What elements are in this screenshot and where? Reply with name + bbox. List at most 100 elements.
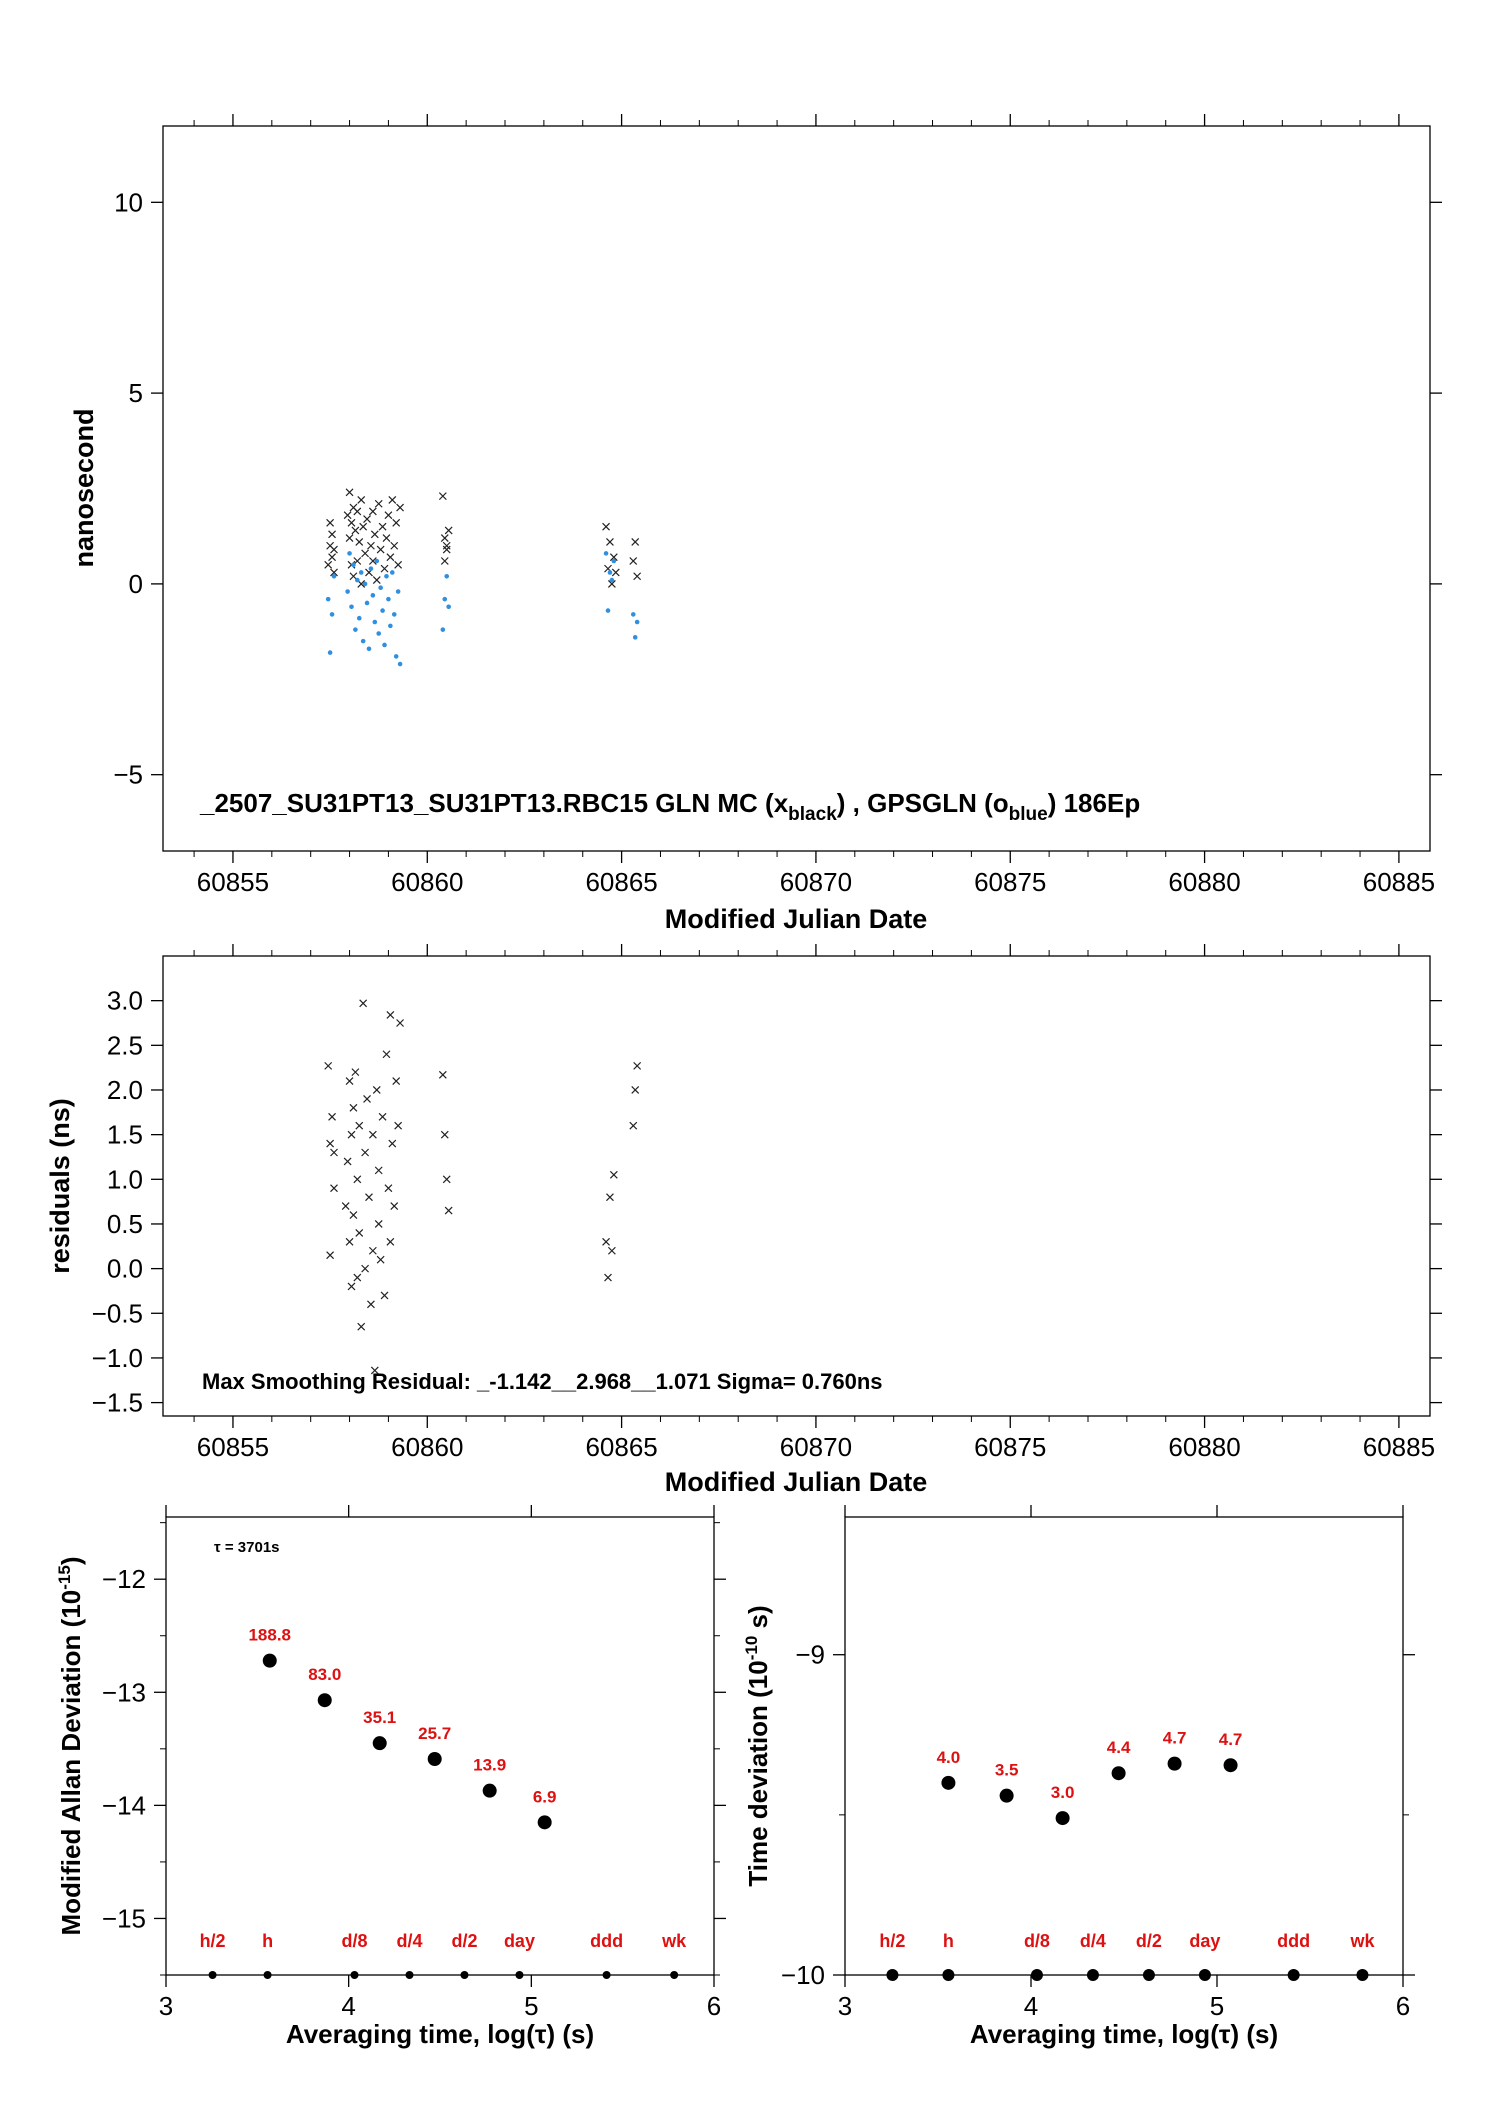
data-point-dot bbox=[362, 581, 368, 587]
data-point-x bbox=[382, 534, 391, 543]
data-point-x bbox=[365, 1193, 373, 1202]
x-tick-label: 60885 bbox=[1363, 1432, 1435, 1462]
x-tick-label: 3 bbox=[838, 1991, 852, 2021]
x-tick-label: 60870 bbox=[780, 1432, 852, 1462]
data-point-x bbox=[602, 522, 610, 531]
data-point-dot bbox=[386, 596, 391, 602]
scale-marker-label: d/4 bbox=[396, 1931, 422, 1951]
data-label: 6.9 bbox=[533, 1787, 557, 1806]
data-point-dot bbox=[632, 635, 638, 640]
data-point-x bbox=[438, 1070, 447, 1079]
data-point-x bbox=[604, 1273, 612, 1282]
data-point-dot bbox=[382, 642, 387, 648]
data-point bbox=[941, 1775, 956, 1790]
scale-marker-label: h/2 bbox=[879, 1931, 905, 1951]
data-point-x bbox=[370, 1366, 379, 1375]
data-label: 4.7 bbox=[1219, 1730, 1243, 1749]
plot-frame bbox=[165, 1516, 715, 1976]
data-point-dot bbox=[442, 596, 448, 602]
x-axis-label: Averaging time, log(τ) (s) bbox=[286, 2019, 594, 2049]
annotation-mid: ) , GPSGLN (o bbox=[837, 788, 1009, 818]
data-point-x bbox=[351, 1068, 360, 1077]
data-point-dot bbox=[349, 604, 354, 610]
y-axis-label: residuals (ns) bbox=[45, 1098, 75, 1274]
data-point-x bbox=[347, 1282, 356, 1291]
data-point-x bbox=[609, 553, 618, 562]
data-point-x bbox=[376, 545, 385, 554]
data-point bbox=[482, 1783, 497, 1798]
y-label-exponent: -15 bbox=[55, 1565, 74, 1590]
scale-marker-label: d/2 bbox=[451, 1931, 477, 1951]
data-point-x bbox=[368, 1246, 377, 1255]
scale-marker-label: d/8 bbox=[342, 1931, 368, 1951]
data-point bbox=[262, 1653, 277, 1668]
data-point-x bbox=[351, 526, 360, 535]
x-axis-label: Modified Julian Date bbox=[665, 904, 928, 934]
data-point-dot bbox=[393, 654, 399, 659]
data-point-x bbox=[372, 576, 381, 585]
data-point-x bbox=[629, 557, 638, 565]
data-point-x bbox=[326, 1251, 335, 1260]
y-label-end: ) bbox=[56, 1557, 86, 1566]
y-tick-label: 0 bbox=[129, 569, 143, 599]
data-point-x bbox=[378, 1112, 387, 1121]
data-point-dot bbox=[390, 570, 395, 575]
data-point-dot bbox=[366, 646, 372, 652]
tau-annotation: τ = 3701s bbox=[214, 1539, 280, 1556]
data-point-x bbox=[361, 1148, 370, 1157]
annotation-prefix: _2507_SU31PT13_SU31PT13.RBC15 GLN MC (x bbox=[199, 788, 789, 818]
series-annotation: _2507_SU31PT13_SU31PT13.RBC15 GLN MC (x b… bbox=[199, 788, 1140, 825]
y-axis-label: Time deviation (10-10 s) bbox=[742, 1605, 773, 1886]
data-point-x bbox=[345, 1077, 354, 1085]
data-point-x bbox=[392, 518, 401, 527]
x-tick-label: 4 bbox=[341, 1991, 355, 2021]
data-point-dot bbox=[384, 573, 389, 579]
data-point-x bbox=[392, 1077, 401, 1085]
data-point bbox=[372, 1736, 387, 1751]
data-point-x bbox=[390, 541, 399, 550]
time-deviation-panel: 4.03.53.04.44.7 4.7h/2 h d/8 d/4 d/2 day ddd wk … bbox=[742, 1505, 1415, 2049]
data-point-x bbox=[386, 1011, 395, 1019]
data-point bbox=[317, 1693, 332, 1708]
data-point-x bbox=[609, 1170, 618, 1179]
data-point-dot bbox=[609, 577, 615, 583]
data-point-x bbox=[390, 1202, 399, 1211]
data-point-x bbox=[444, 1206, 453, 1215]
data-point-x bbox=[384, 1184, 393, 1193]
data-point-x bbox=[355, 537, 364, 546]
data-point-dot bbox=[446, 604, 451, 610]
data-point-x bbox=[380, 1291, 389, 1300]
data-point-dot bbox=[347, 551, 352, 556]
data-point-x bbox=[631, 1086, 640, 1094]
data-point-dot bbox=[345, 589, 350, 594]
data-point-x bbox=[442, 545, 451, 554]
data-point-x bbox=[357, 1322, 366, 1331]
data-point-x bbox=[343, 511, 352, 520]
data-point-x bbox=[361, 1264, 370, 1273]
y-tick-label: 3.0 bbox=[107, 986, 143, 1016]
x-tick-label: 60870 bbox=[780, 867, 852, 897]
data-point-x bbox=[324, 560, 333, 569]
data-point-x bbox=[602, 1237, 610, 1246]
data-point-x bbox=[374, 499, 383, 508]
data-point bbox=[1055, 1811, 1070, 1826]
data-point-x bbox=[328, 530, 336, 539]
data-point-x bbox=[611, 568, 620, 577]
data-point-x bbox=[368, 1130, 377, 1139]
data-point-dot bbox=[380, 608, 385, 613]
data-point-x bbox=[394, 560, 403, 569]
data-point-x bbox=[357, 496, 366, 504]
data-point-dot bbox=[356, 615, 362, 621]
data-point bbox=[537, 1815, 552, 1830]
data-point-x bbox=[326, 518, 335, 527]
data-point-x bbox=[633, 1061, 642, 1070]
data-point-x bbox=[438, 492, 447, 501]
y-tick-label: −14 bbox=[102, 1790, 146, 1820]
data-point-dot bbox=[364, 600, 370, 606]
data-point-x bbox=[349, 1211, 358, 1219]
data-point-x bbox=[359, 522, 368, 531]
annotation-sub-blue: blue bbox=[1009, 804, 1048, 825]
scale-marker-label: ddd bbox=[590, 1931, 623, 1951]
x-tick-label: 60855 bbox=[197, 867, 269, 897]
data-point bbox=[999, 1788, 1014, 1803]
